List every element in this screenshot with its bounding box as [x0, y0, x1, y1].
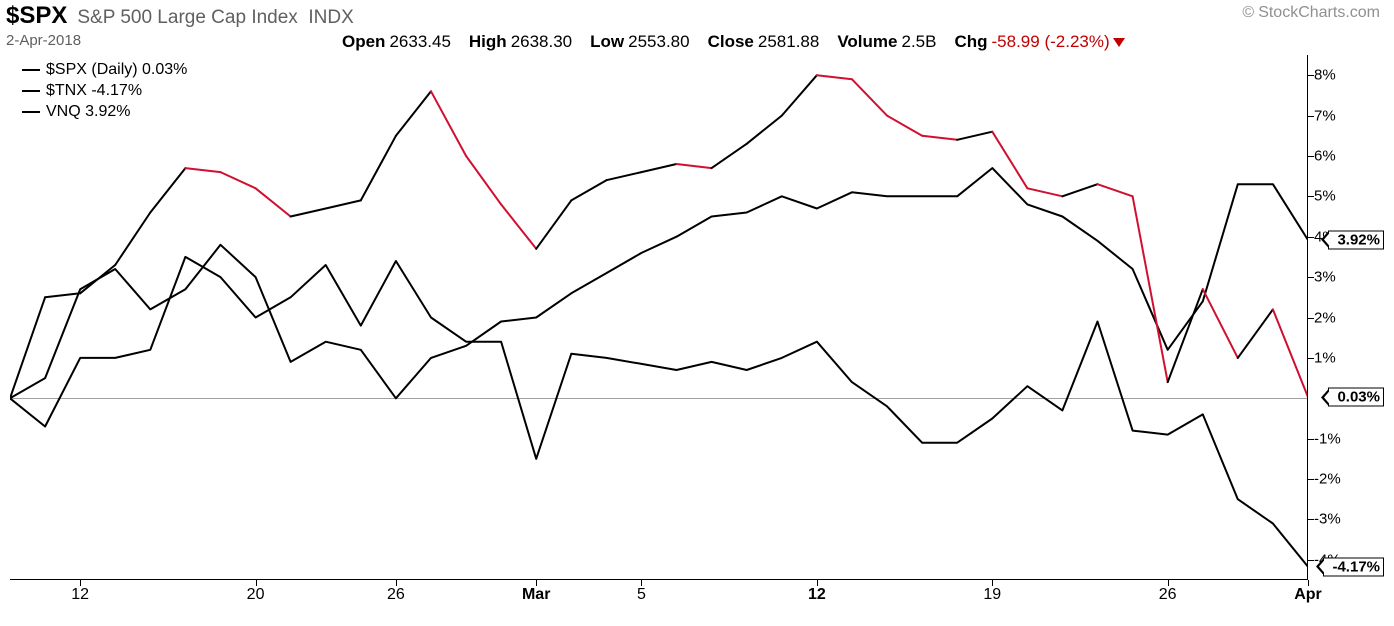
chg-label: Chg: [954, 32, 987, 52]
x-tick-label: 12: [71, 586, 89, 604]
y-tick-label: 6%: [1314, 147, 1360, 164]
y-tick-label: 3%: [1314, 269, 1360, 286]
chart-date: 2-Apr-2018: [6, 32, 81, 49]
chg-value: -58.99 (-2.23%): [992, 32, 1125, 52]
ohlc-values: Open 2633.45 High 2638.30 Low 2553.80 Cl…: [342, 32, 1125, 52]
y-tick-label: -1%: [1314, 430, 1360, 447]
high-value: 2638.30: [511, 32, 572, 52]
volume-value: 2.5B: [901, 32, 936, 52]
x-tick-label: Apr: [1294, 586, 1322, 604]
price-end-label: 3.92%: [1328, 230, 1384, 249]
chart-header-title: $SPX S&P 500 Large Cap Index INDX: [6, 2, 354, 30]
zero-grid-line: [10, 398, 1308, 399]
x-tick-label: Mar: [522, 586, 550, 604]
x-tick-label: 12: [808, 586, 826, 604]
down-triangle-icon: [1113, 38, 1125, 47]
volume-label: Volume: [837, 32, 897, 52]
price-end-label: -4.17%: [1323, 557, 1384, 576]
ticker-symbol: $SPX: [6, 2, 67, 30]
high-label: High: [469, 32, 507, 52]
open-label: Open: [342, 32, 385, 52]
chart-plot-area: -4%-3%-2%-1%1%2%3%4%5%6%7%8%122026Mar512…: [10, 55, 1308, 580]
y-tick-label: 5%: [1314, 188, 1360, 205]
y-tick-label: 8%: [1314, 67, 1360, 84]
y-tick-label: -3%: [1314, 511, 1360, 528]
attribution: © StockCharts.com: [1242, 4, 1380, 22]
x-tick-label: 26: [387, 586, 405, 604]
y-tick-label: 2%: [1314, 309, 1360, 326]
low-label: Low: [590, 32, 624, 52]
x-tick-label: 5: [637, 586, 646, 604]
close-value: 2581.88: [758, 32, 819, 52]
chart-header-ohlc: 2-Apr-2018 Open 2633.45 High 2638.30 Low…: [6, 32, 1394, 49]
copyright-icon: ©: [1242, 4, 1254, 22]
x-tick-label: 19: [983, 586, 1001, 604]
x-tick-label: 20: [247, 586, 265, 604]
y-tick-label: 7%: [1314, 107, 1360, 124]
price-end-label: 0.03%: [1328, 388, 1384, 407]
open-value: 2633.45: [389, 32, 450, 52]
ticker-name: S&P 500 Large Cap Index INDX: [77, 7, 353, 29]
low-value: 2553.80: [628, 32, 689, 52]
x-axis: [10, 579, 1308, 580]
x-tick-label: 26: [1159, 586, 1177, 604]
y-tick-label: 1%: [1314, 349, 1360, 366]
close-label: Close: [708, 32, 754, 52]
y-tick-label: -2%: [1314, 471, 1360, 488]
chart-lines-svg: [10, 55, 1308, 580]
